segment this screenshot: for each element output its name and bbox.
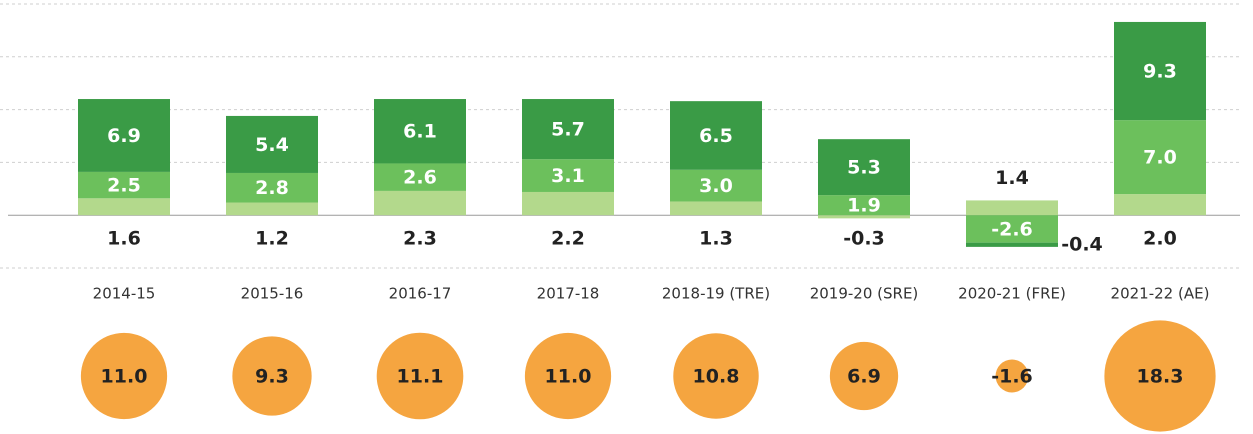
bar-segment xyxy=(1114,21,1206,121)
bar-segment xyxy=(670,201,762,216)
x-tick-label: 2015-16 xyxy=(241,285,304,303)
bar-segment xyxy=(670,169,762,202)
bar-segment xyxy=(226,115,318,173)
total-bubble xyxy=(80,332,168,420)
bar-segment xyxy=(1114,194,1206,216)
x-tick-label: 2017-18 xyxy=(537,285,600,303)
bar-segment xyxy=(1114,120,1206,195)
total-bubble xyxy=(829,341,899,411)
bar-segment xyxy=(78,171,170,199)
bar-segment xyxy=(818,215,910,219)
value-label: 2.2 xyxy=(551,228,585,250)
total-bubble xyxy=(1104,320,1216,432)
value-label: 3.1 xyxy=(551,165,585,187)
x-tick-label: 2019-20 (SRE) xyxy=(810,285,919,303)
value-label: 1.9 xyxy=(847,195,881,217)
bar-segment xyxy=(818,195,910,216)
value-label: 6.1 xyxy=(403,121,437,143)
bar-segment xyxy=(966,242,1058,247)
bubble-label: 18.3 xyxy=(1137,366,1184,388)
bubble-label: 11.1 xyxy=(397,366,444,388)
x-tick-label: 2016-17 xyxy=(389,285,452,303)
bar-segment xyxy=(374,190,466,216)
bar-segment xyxy=(374,163,466,191)
bar-segment xyxy=(818,139,910,196)
total-bubble xyxy=(376,332,464,420)
bar-segment xyxy=(522,159,614,192)
total-bubble xyxy=(524,332,612,420)
value-label: 3.0 xyxy=(699,175,733,197)
bar-segment xyxy=(522,99,614,160)
x-tick-label: 2020-21 (FRE) xyxy=(958,285,1066,303)
value-label: 2.5 xyxy=(107,175,141,197)
bar-segment xyxy=(966,200,1058,216)
value-label: 1.3 xyxy=(699,228,733,250)
total-bubble xyxy=(232,336,312,416)
value-label: 5.4 xyxy=(255,134,289,156)
x-tick-label: 2021-22 (AE) xyxy=(1111,285,1210,303)
value-label: 6.5 xyxy=(699,125,733,147)
value-label: 6.9 xyxy=(107,125,141,147)
bar-segment xyxy=(78,198,170,216)
value-label: 2.8 xyxy=(255,177,289,199)
bar-segment xyxy=(78,99,170,172)
bubble-label: 11.0 xyxy=(101,366,148,388)
value-label: 5.7 xyxy=(551,119,585,141)
value-label: 2.0 xyxy=(1143,228,1177,250)
bubble-label: 9.3 xyxy=(255,366,289,388)
total-bubble xyxy=(673,333,759,419)
bar-segment xyxy=(226,172,318,203)
x-tick-label: 2014-15 xyxy=(93,285,156,303)
value-label: 9.3 xyxy=(1143,61,1177,83)
bar-segment xyxy=(374,99,466,164)
bubble-label: -1.6 xyxy=(991,366,1033,388)
value-label: 2.6 xyxy=(403,167,437,189)
total-bubble xyxy=(995,359,1029,393)
value-label: 1.4 xyxy=(995,167,1029,189)
value-label: -2.6 xyxy=(991,218,1033,240)
bar-segment xyxy=(966,215,1058,243)
value-label: 2.3 xyxy=(403,228,437,250)
bar-segment xyxy=(226,202,318,216)
bubble-label: 11.0 xyxy=(545,366,592,388)
value-label: 1.2 xyxy=(255,228,289,250)
value-label: 5.3 xyxy=(847,157,881,179)
bubble-label: 10.8 xyxy=(693,366,740,388)
value-label: 1.6 xyxy=(107,228,141,250)
value-label: -0.3 xyxy=(843,228,885,250)
x-tick-label: 2018-19 (TRE) xyxy=(662,285,770,303)
bubble-label: 6.9 xyxy=(847,366,881,388)
bar-segment xyxy=(522,191,614,216)
value-label: -0.4 xyxy=(1061,233,1103,255)
bar-segment xyxy=(670,101,762,170)
value-label: 7.0 xyxy=(1143,147,1177,169)
